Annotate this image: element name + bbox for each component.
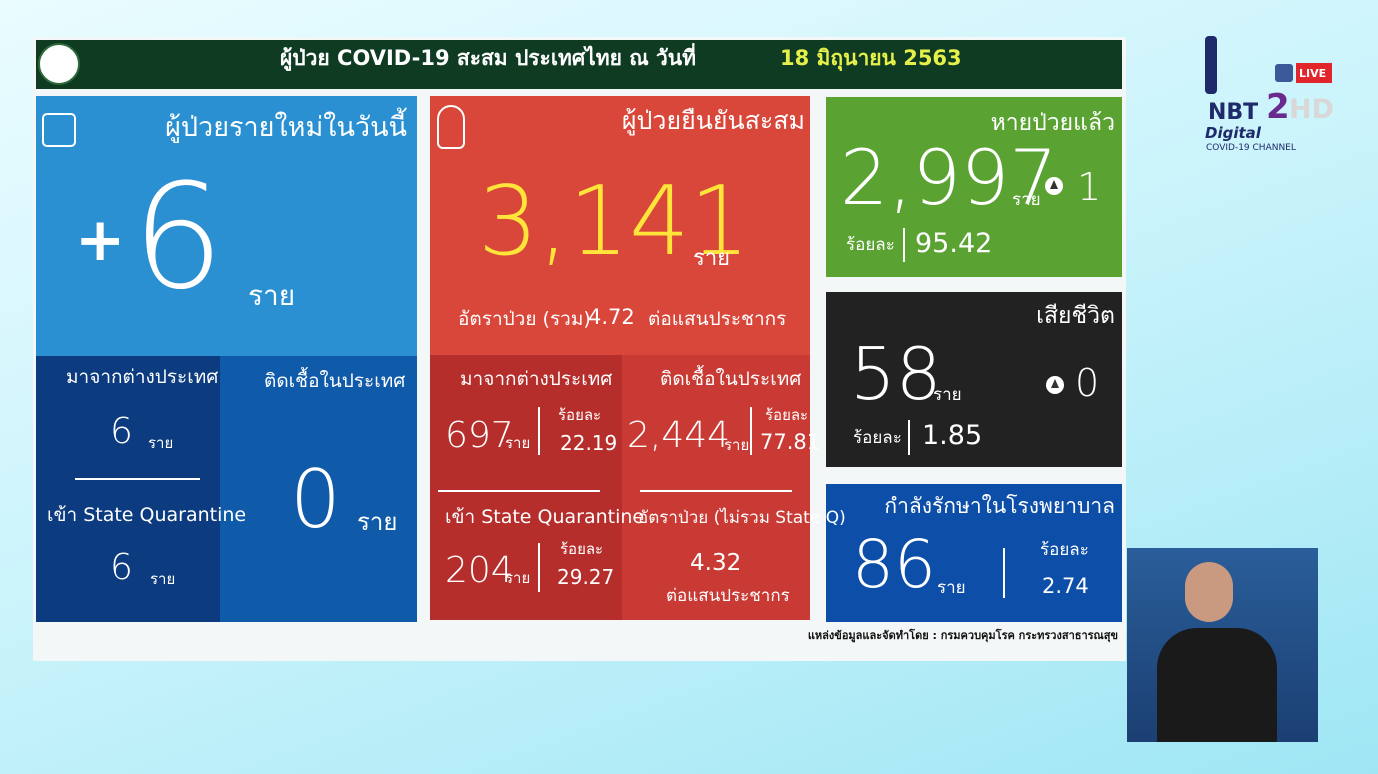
value: 4.32 bbox=[690, 550, 742, 576]
person-icon bbox=[437, 105, 465, 149]
cumulative-local-panel bbox=[622, 355, 810, 620]
separator bbox=[908, 420, 910, 455]
value: 22.19 bbox=[560, 431, 618, 455]
sign-language-inset bbox=[1127, 548, 1318, 742]
value: 29.27 bbox=[557, 565, 615, 589]
label: ติดเชื้อในประเทศ bbox=[660, 368, 802, 390]
value: 697 bbox=[445, 415, 514, 456]
separator bbox=[1003, 548, 1005, 598]
label: อัตราป่วย (ไม่รวม State Q) bbox=[638, 508, 846, 528]
unit: ราย bbox=[357, 508, 398, 536]
label: ติดเชื้อในประเทศ bbox=[264, 370, 406, 392]
value: 0 bbox=[290, 453, 341, 546]
new-cases-panel bbox=[36, 96, 417, 356]
label: มาจากต่างประเทศ bbox=[460, 368, 613, 390]
header-date: 18 มิถุนายน 2563 bbox=[780, 46, 962, 70]
unit: ราย bbox=[505, 434, 531, 452]
label: ร้อยละ bbox=[1040, 540, 1089, 560]
separator bbox=[538, 407, 540, 455]
big-value: 58 bbox=[850, 332, 942, 416]
recovered-panel bbox=[826, 97, 1122, 277]
label: ร้อยละ bbox=[853, 428, 902, 448]
value: 95.42 bbox=[915, 228, 993, 259]
interpreter-body bbox=[1157, 628, 1277, 742]
value: 6 bbox=[110, 411, 133, 452]
header-bar bbox=[36, 40, 1122, 89]
medkit-icon bbox=[42, 113, 76, 147]
sign: + bbox=[75, 205, 126, 275]
logo-mark bbox=[1205, 36, 1217, 94]
unit: ราย bbox=[148, 434, 174, 452]
label: ร้อยละ bbox=[558, 406, 602, 424]
live-badge bbox=[1296, 63, 1332, 83]
logo-channel: 2 bbox=[1266, 87, 1290, 127]
label: ร้อยละ bbox=[765, 406, 809, 424]
logo-hd: HD bbox=[1289, 94, 1335, 125]
live-label: LIVE bbox=[1299, 67, 1327, 80]
label: อัตราป่วย (รวม) bbox=[458, 308, 591, 330]
value: 4.72 bbox=[588, 305, 635, 329]
cumulative-panel bbox=[430, 96, 810, 355]
header-title: ผู้ป่วย COVID-19 สะสม ประเทศไทย ณ วันที่ bbox=[280, 46, 696, 70]
unit: ราย bbox=[505, 569, 531, 587]
value: 77.81 bbox=[760, 430, 821, 454]
change: 1 bbox=[1077, 165, 1102, 209]
separator bbox=[903, 228, 905, 262]
unit: ราย bbox=[248, 279, 296, 312]
value: 1.85 bbox=[922, 420, 983, 451]
panel-title: เสียชีวิต bbox=[1036, 303, 1115, 329]
value: 204 bbox=[445, 550, 514, 591]
unit: ราย bbox=[724, 436, 750, 454]
unit: ราย bbox=[693, 246, 731, 271]
logo-tagline: COVID-19 CHANNEL bbox=[1206, 143, 1296, 153]
divider bbox=[438, 490, 600, 492]
change: 0 bbox=[1075, 361, 1100, 405]
separator bbox=[750, 407, 752, 455]
value: 2,444 bbox=[627, 415, 731, 456]
facebook-icon bbox=[1275, 64, 1293, 82]
source: แหล่งข้อมูลและจัดทำโดย : กรมควบคุมโรค กร… bbox=[807, 629, 1118, 642]
logo-brand: NBT bbox=[1208, 100, 1259, 125]
big-value: 2,997 bbox=[840, 133, 1058, 222]
divider bbox=[640, 490, 792, 492]
unit: ราย bbox=[937, 578, 966, 598]
label: ร้อยละ bbox=[560, 540, 604, 558]
panel-title: ผู้ป่วยยืนยันสะสม bbox=[621, 106, 805, 135]
unit: ราย bbox=[1012, 190, 1041, 210]
new-abroad-panel bbox=[36, 356, 220, 622]
logo-sub: Digital bbox=[1205, 124, 1261, 142]
panel-title: กำลังรักษาในโรงพยาบาล bbox=[884, 494, 1115, 518]
cumulative-abroad-panel bbox=[430, 355, 622, 620]
ministry-emblem bbox=[38, 43, 80, 85]
panel-title: ผู้ป่วยรายใหม่ในวันนี้ bbox=[165, 112, 407, 143]
label: ร้อยละ bbox=[846, 235, 895, 255]
big-value: 86 bbox=[852, 526, 936, 603]
label: ต่อแสนประชากร bbox=[666, 586, 790, 606]
hospital-panel bbox=[826, 484, 1122, 622]
value: 2.74 bbox=[1042, 574, 1089, 598]
up-arrow-icon bbox=[1046, 376, 1064, 394]
big-value: 6 bbox=[132, 153, 225, 322]
unit: ราย bbox=[150, 570, 176, 588]
up-arrow-icon bbox=[1045, 177, 1063, 195]
label: เข้า State Quarantine bbox=[445, 506, 645, 528]
unit: ราย bbox=[933, 385, 962, 405]
deaths-panel bbox=[826, 292, 1122, 467]
new-local-panel bbox=[220, 356, 417, 622]
big-value: 3,141 bbox=[478, 167, 750, 277]
value: 6 bbox=[110, 547, 133, 588]
label: มาจากต่างประเทศ bbox=[66, 366, 219, 388]
divider bbox=[75, 478, 200, 480]
separator bbox=[538, 543, 540, 592]
label: เข้า State Quarantine bbox=[47, 504, 247, 526]
interpreter-head bbox=[1185, 562, 1233, 622]
label: ต่อแสนประชากร bbox=[648, 308, 787, 330]
panel-title: หายป่วยแล้ว bbox=[990, 110, 1115, 136]
